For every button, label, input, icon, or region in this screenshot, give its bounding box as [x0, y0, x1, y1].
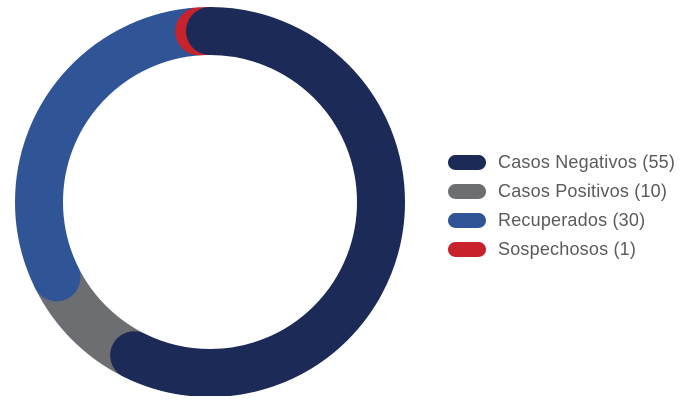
- donut-slice-negativos: [15, 7, 405, 397]
- legend-swatch-positivos: [448, 184, 486, 199]
- legend-item-sospechosos: Sospechosos (1): [448, 235, 675, 264]
- legend-label-negativos: Casos Negativos (55): [498, 152, 676, 172]
- legend-label-recuperados: Recuperados (30): [498, 210, 646, 230]
- legend-label-sospechosos: Sospechosos (1): [498, 239, 637, 259]
- legend-label-positivos: Casos Positivos (10): [498, 181, 668, 201]
- legend-item-recuperados: Recuperados (30): [448, 206, 675, 235]
- legend-swatch-negativos: [448, 155, 486, 170]
- chart-legend: Casos Negativos (55) Casos Positivos (10…: [448, 148, 675, 264]
- legend-item-positivos: Casos Positivos (10): [448, 177, 675, 206]
- legend-swatch-recuperados: [448, 213, 486, 228]
- legend-swatch-sospechosos: [448, 242, 486, 257]
- legend-item-negativos: Casos Negativos (55): [448, 148, 675, 177]
